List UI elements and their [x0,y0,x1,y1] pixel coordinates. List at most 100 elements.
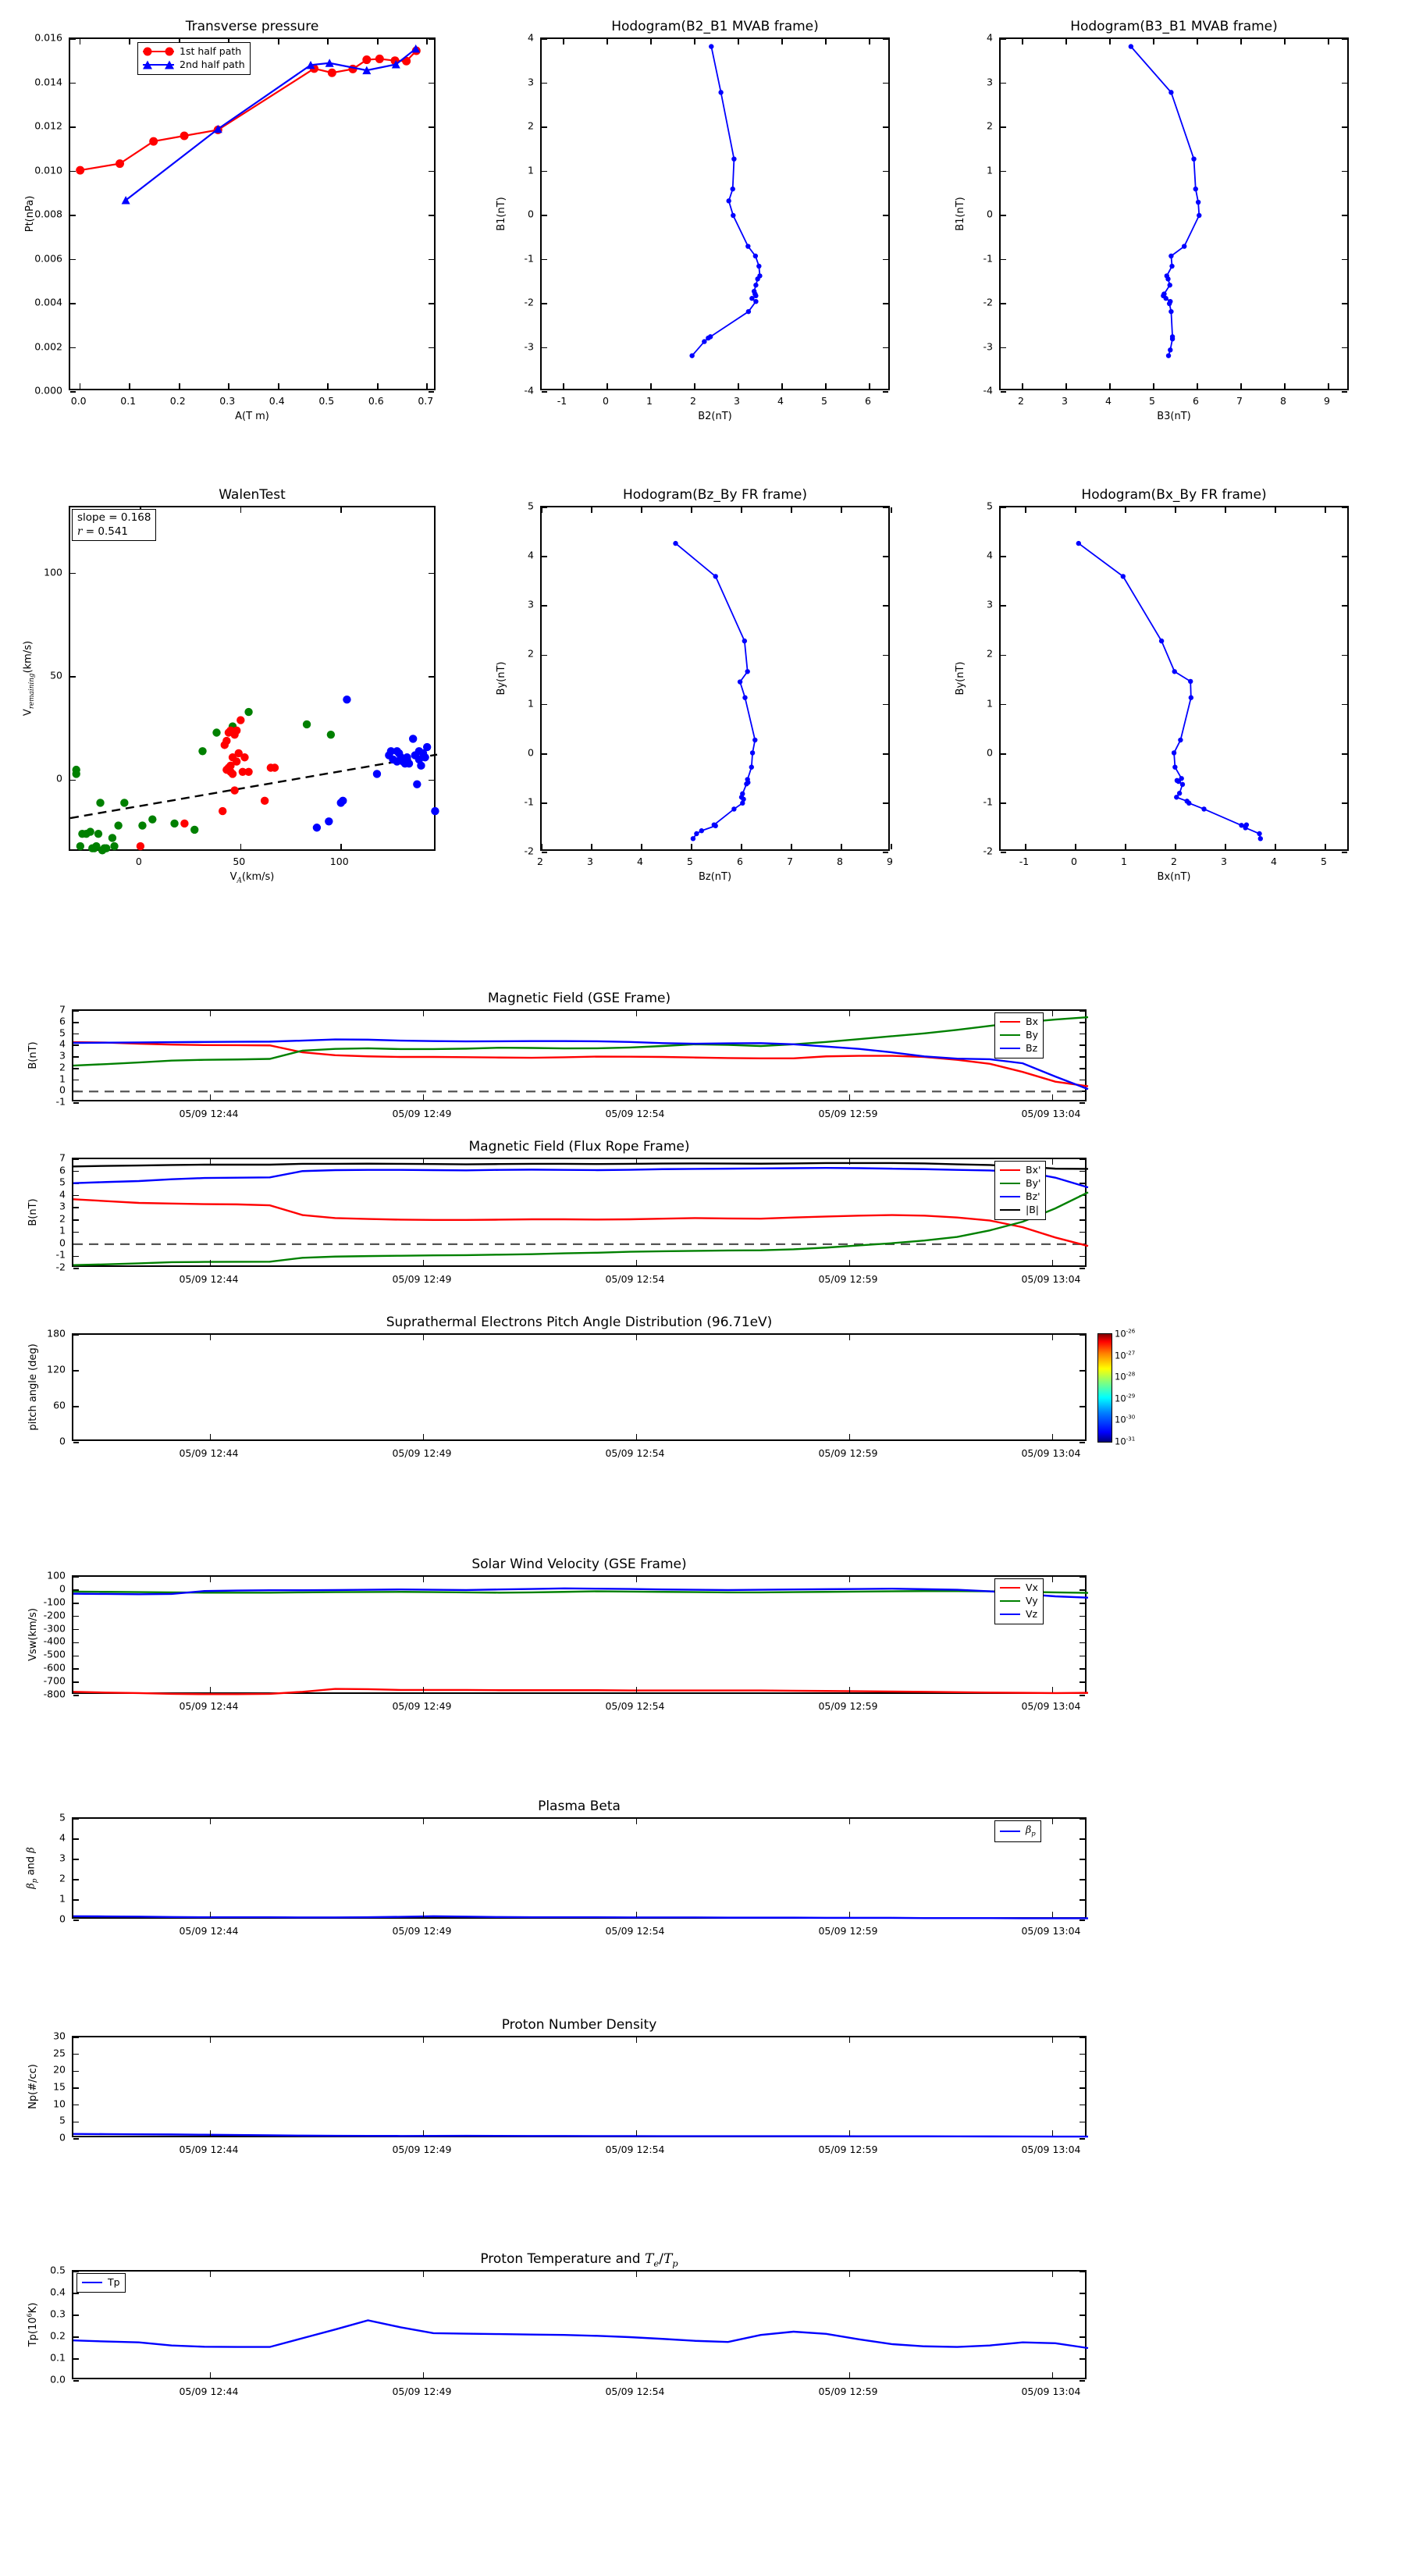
b_gse-legend: Bx By Bz [994,1012,1044,1059]
y-tick-label: 4 [987,31,993,44]
x-tick-label: 3 [1221,856,1227,867]
y-tick [73,1033,79,1035]
panel-vsw-axes [72,1575,1089,1696]
y-tick [1080,1170,1085,1172]
panel-walen-test-xlabel: VA(km/s) [229,871,275,885]
scatter-point [114,821,123,830]
x-tick-label: 2 [690,395,696,407]
y-tick-label: -4 [983,384,993,397]
data-point [1178,737,1183,743]
data-point [1171,750,1177,756]
legend-label: Bz' [1026,1190,1040,1202]
y-tick [1080,1628,1085,1631]
x-tick [691,507,692,513]
data-line [73,1166,1089,1189]
data-point [745,308,752,315]
data-point [689,353,695,358]
time-tick [1051,1577,1054,1582]
y-tick-label: -1 [55,1248,66,1261]
time-tick [848,1011,851,1016]
y-tick [1080,1334,1085,1336]
y-tick [1001,802,1006,804]
y-tick [1001,82,1006,84]
panel-hodogram_bzby-ylabel: By(nT) [496,661,507,696]
legend-label: Vx [1026,1582,1038,1593]
x-tick [1125,507,1126,513]
panel-hodogram_b3b1: Hodogram(B3_B1 MVAB frame) B1(nT) B3(nT) 2 3… [937,8,1405,445]
data-point [749,750,756,756]
time-tick [422,1094,425,1100]
time-tick-label: 05/09 12:59 [818,1925,878,1937]
data-point [1165,276,1171,282]
panel-beta-axes [72,1817,1088,1921]
data-point [1195,199,1201,205]
y-tick [73,1067,79,1069]
panel-np-axes [72,2036,1088,2140]
y-tick-label: -500 [43,1648,66,1660]
data-line [73,1198,1089,1247]
time-tick [848,2272,851,2277]
time-tick [848,2037,851,2043]
y-tick-label: 0.1 [50,2351,66,2364]
y-tick [1080,2271,1085,2272]
time-tick-label: 05/09 12:59 [818,2386,878,2397]
time-tick [422,1335,425,1340]
data-point [1165,353,1172,358]
x-tick [781,39,783,44]
y-tick [542,215,547,216]
y-tick [70,215,76,216]
y-tick-label: 6 [59,1015,66,1027]
y-tick [1080,1183,1085,1184]
x-tick [1325,507,1326,513]
y-tick [73,1207,79,1209]
y-tick [1080,2314,1085,2316]
data-point [1169,336,1176,342]
data-point [673,540,678,546]
time-tick-label: 05/09 12:44 [179,2144,239,2155]
x-tick-label: 5 [821,395,827,407]
time-tick [1051,1912,1054,1917]
y-tick [1342,391,1347,393]
time-tick-label: 05/09 12:44 [179,1925,239,1937]
y-tick [73,2037,79,2038]
scatter-point [240,753,249,762]
y-tick-label: 10 [53,2097,66,2110]
time-tick [422,1434,425,1439]
scatter-point [110,841,119,851]
x-tick-label: 2 [1171,856,1177,867]
data-line [73,1587,1089,1599]
x-tick-label: 7 [1236,395,1243,407]
y-tick [542,82,547,84]
y-tick-label: -600 [43,1661,66,1674]
time-tick [848,1335,851,1340]
data-point [718,90,724,95]
y-tick [1001,852,1006,853]
y-tick [70,258,76,261]
data-point [1176,778,1182,785]
y-tick [1080,2104,1085,2106]
y-tick [1080,1695,1085,1696]
data-point [1158,638,1165,644]
legend-label: Tp [108,2276,120,2288]
y-tick [73,1818,79,1820]
data-line [73,1041,1089,1087]
time-tick [848,1912,851,1917]
data-point [306,60,315,69]
panel-pad: Suprathermal Electrons Pitch Angle Distr… [0,1311,1405,1468]
scatter-point [417,761,425,770]
time-tick-label: 05/09 12:44 [179,2386,239,2397]
scatter-point [212,728,221,737]
scatter-point [421,753,429,762]
panel-hodogram_bzby-title: Hodogram(Bz_By FR frame) [622,487,808,503]
data-point [1186,800,1192,806]
y-tick [73,1589,79,1591]
data-point [362,66,372,75]
legend-line-icon [1000,1614,1020,1616]
y-tick-label: 0 [528,208,534,220]
data-point [1174,795,1179,800]
data-point [1169,263,1175,269]
scatter-point [190,825,199,834]
y-tick [1080,1642,1085,1644]
y-tick [1080,1033,1085,1035]
panel-transverse-pressure: Transverse pressure Pt(nPa) A(T m) 0.0 0.1 0.… [0,8,468,445]
